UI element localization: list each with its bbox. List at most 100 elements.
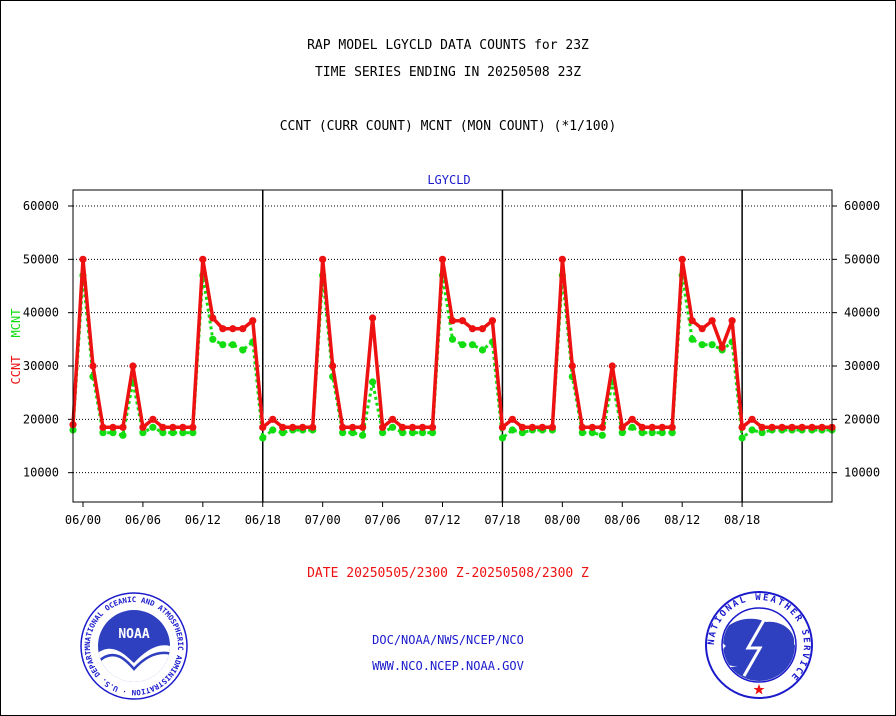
ccnt-point [818, 423, 826, 431]
y-axis-label-mcnt: MCNT [9, 309, 23, 338]
ccnt-point [478, 325, 487, 333]
ccnt-point [658, 423, 666, 431]
ccnt-point [628, 415, 636, 423]
ccnt-point [159, 423, 167, 431]
y-tick-label-left: 20000 [23, 412, 59, 426]
mcnt-point [229, 341, 237, 349]
ccnt-point [718, 343, 726, 351]
mcnt-point [588, 429, 596, 437]
x-tick-label: 08/06 [604, 513, 640, 527]
ccnt-point [488, 317, 497, 325]
ccnt-point [179, 423, 187, 431]
ccnt-point [428, 423, 437, 431]
plot-area-border [72, 189, 833, 503]
nws-logo: NATIONAL WEATHER SERVICE [705, 591, 813, 699]
x-tick-label: 06/12 [185, 513, 221, 527]
mcnt-point [209, 335, 217, 343]
mcnt-point [418, 429, 427, 437]
mcnt-point [99, 429, 107, 437]
mcnt-point [468, 341, 477, 349]
ccnt-point [378, 423, 387, 431]
mcnt-point [688, 335, 696, 343]
ccnt-point [289, 423, 297, 431]
ccnt-point [129, 362, 137, 370]
ccnt-point [109, 423, 117, 431]
mcnt-point [758, 429, 766, 437]
ccnt-point [398, 423, 407, 431]
ccnt-point [558, 255, 566, 263]
x-tick-label: 07/06 [365, 513, 401, 527]
mcnt-point [628, 423, 636, 431]
x-tick-label: 08/00 [544, 513, 580, 527]
mcnt-point [189, 429, 197, 437]
ccnt-point [728, 317, 736, 325]
ccnt-point [688, 317, 696, 325]
mcnt-point [478, 346, 487, 354]
ccnt-point [309, 423, 317, 431]
mcnt-point [428, 429, 437, 437]
ccnt-point [588, 423, 596, 431]
mcnt-point [349, 429, 357, 437]
ccnt-point [788, 423, 796, 431]
ccnt-point [408, 423, 417, 431]
ccnt-point [329, 362, 337, 370]
y-tick-label-right: 10000 [844, 466, 880, 480]
ccnt-point [369, 314, 377, 322]
ccnt-point [538, 423, 546, 431]
mcnt-point [109, 429, 117, 437]
ccnt-point [598, 423, 606, 431]
x-tick-label: 06/06 [125, 513, 161, 527]
ccnt-point [199, 255, 207, 263]
y-tick-label-right: 60000 [844, 199, 880, 213]
ccnt-point [349, 423, 357, 431]
ccnt-point [418, 423, 427, 431]
x-tick-label: 08/12 [664, 513, 700, 527]
mcnt-point [398, 429, 407, 437]
mcnt-point [668, 429, 676, 437]
ccnt-point [578, 423, 586, 431]
mcnt-point [518, 429, 527, 437]
website-link[interactable]: WWW.NCO.NCEP.NOAA.GOV [372, 659, 524, 673]
ccnt-point [518, 423, 527, 431]
x-tick-label: 07/00 [305, 513, 341, 527]
ccnt-point [508, 415, 517, 423]
mcnt-point [179, 429, 187, 437]
ccnt-point [548, 423, 556, 431]
ccnt-point [169, 423, 177, 431]
mcnt-point [339, 429, 347, 437]
mcnt-point [578, 429, 586, 437]
ccnt-point [808, 423, 816, 431]
ccnt-point [768, 423, 776, 431]
y-tick-label-right: 40000 [844, 306, 880, 320]
mcnt-point [139, 429, 147, 437]
ccnt-point [498, 423, 507, 431]
mcnt-point [219, 341, 227, 349]
y-tick-label-right: 20000 [844, 412, 880, 426]
y-tick-label-right: 50000 [844, 252, 880, 266]
ccnt-point [249, 317, 257, 325]
y-axis-label-ccnt: CCNT [9, 356, 23, 385]
ccnt-point [638, 423, 646, 431]
ccnt-point [698, 325, 706, 333]
org-path-label: DOC/NOAA/NWS/NCEP/NCO [372, 633, 524, 647]
ccnt-point [89, 362, 97, 370]
mcnt-point [698, 341, 706, 349]
noaa-logo: NATIONAL OCEANIC AND ATMOSPHERIC ADMINIS… [79, 591, 188, 700]
mcnt-point [119, 431, 127, 439]
mcnt-point [618, 429, 626, 437]
ccnt-point [668, 423, 676, 431]
mcnt-point [738, 434, 746, 442]
x-tick-label: 08/18 [724, 513, 760, 527]
x-tick-label: 06/00 [65, 513, 101, 527]
ccnt-point [119, 423, 127, 431]
ccnt-point [209, 314, 217, 322]
mcnt-point [648, 429, 656, 437]
mcnt-point [598, 431, 606, 439]
plot-label: LGYCLD [427, 173, 470, 187]
mcnt-point [279, 429, 287, 437]
ccnt-point [139, 423, 147, 431]
ccnt-point [239, 325, 247, 333]
mcnt-point [169, 429, 177, 437]
ccnt-point [279, 423, 287, 431]
